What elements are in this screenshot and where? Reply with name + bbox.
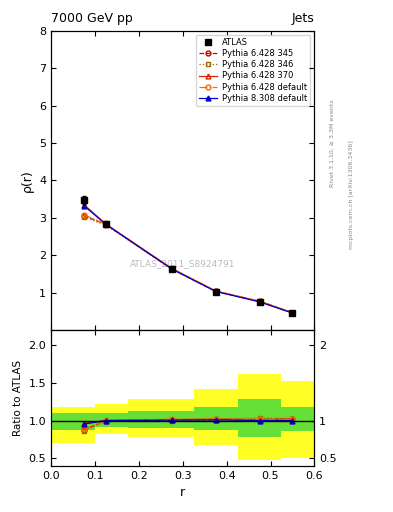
Pythia 6.428 346 bbox=[169, 266, 174, 272]
Pythia 8.308 default bbox=[257, 299, 262, 305]
Pythia 6.428 346 bbox=[104, 222, 108, 228]
Pythia 6.428 345 bbox=[104, 221, 108, 227]
Pythia 6.428 345 bbox=[169, 266, 174, 272]
Line: Pythia 6.428 370: Pythia 6.428 370 bbox=[82, 202, 295, 315]
Pythia 6.428 default bbox=[213, 288, 218, 294]
X-axis label: r: r bbox=[180, 486, 185, 499]
Pythia 8.308 default bbox=[104, 221, 108, 227]
Pythia 6.428 346 bbox=[257, 298, 262, 304]
Pythia 8.308 default bbox=[169, 266, 174, 272]
Line: Pythia 6.428 default: Pythia 6.428 default bbox=[82, 212, 295, 315]
Line: Pythia 8.308 default: Pythia 8.308 default bbox=[82, 203, 295, 315]
Pythia 6.428 346 bbox=[290, 310, 295, 316]
Pythia 6.428 370 bbox=[290, 310, 295, 316]
Pythia 6.428 370 bbox=[257, 298, 262, 305]
Text: 7000 GeV pp: 7000 GeV pp bbox=[51, 12, 133, 25]
Text: mcplots.cern.ch [arXiv:1306.3436]: mcplots.cern.ch [arXiv:1306.3436] bbox=[349, 140, 354, 249]
Pythia 8.308 default bbox=[290, 310, 295, 316]
Y-axis label: ρ(r): ρ(r) bbox=[20, 169, 33, 191]
Y-axis label: Ratio to ATLAS: Ratio to ATLAS bbox=[13, 360, 23, 436]
Pythia 6.428 345 bbox=[290, 310, 295, 316]
Pythia 6.428 345 bbox=[257, 298, 262, 305]
Pythia 6.428 370 bbox=[104, 221, 108, 227]
Pythia 6.428 default bbox=[82, 211, 86, 218]
Line: Pythia 6.428 346: Pythia 6.428 346 bbox=[82, 215, 295, 315]
Pythia 6.428 370 bbox=[82, 202, 86, 208]
Legend: ATLAS, Pythia 6.428 345, Pythia 6.428 346, Pythia 6.428 370, Pythia 6.428 defaul: ATLAS, Pythia 6.428 345, Pythia 6.428 34… bbox=[196, 35, 310, 106]
Text: Rivet 3.1.10, ≥ 3.3M events: Rivet 3.1.10, ≥ 3.3M events bbox=[330, 99, 334, 187]
Pythia 6.428 345 bbox=[82, 213, 86, 219]
Text: Jets: Jets bbox=[292, 12, 314, 25]
Pythia 6.428 346 bbox=[213, 288, 218, 294]
Pythia 6.428 346 bbox=[82, 214, 86, 220]
Pythia 6.428 370 bbox=[169, 266, 174, 272]
Pythia 6.428 default bbox=[290, 310, 295, 316]
Pythia 6.428 default bbox=[104, 221, 108, 227]
Pythia 8.308 default bbox=[82, 203, 86, 209]
Pythia 6.428 345 bbox=[213, 288, 218, 294]
Pythia 6.428 370 bbox=[213, 288, 218, 294]
Pythia 6.428 default bbox=[257, 298, 262, 305]
Text: ATLAS_2011_S8924791: ATLAS_2011_S8924791 bbox=[130, 260, 235, 269]
Pythia 6.428 default bbox=[169, 265, 174, 271]
Line: Pythia 6.428 345: Pythia 6.428 345 bbox=[82, 214, 295, 315]
Pythia 8.308 default bbox=[213, 288, 218, 294]
